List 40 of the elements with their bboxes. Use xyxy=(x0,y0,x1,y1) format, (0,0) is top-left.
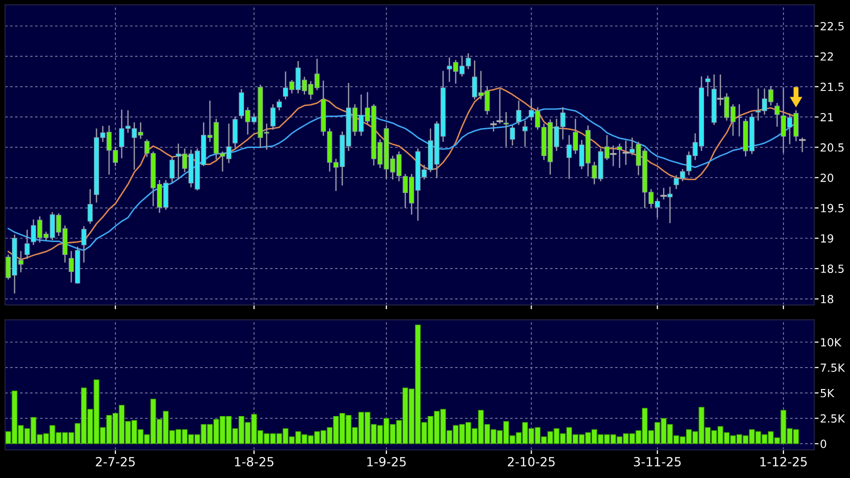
y-tick-label: 22.5 xyxy=(820,22,844,30)
y-tick-label: 0 xyxy=(820,440,826,448)
y-tick-label: 22 xyxy=(820,52,833,61)
candlestick xyxy=(276,99,282,110)
y-tick-label: 20 xyxy=(820,174,834,182)
y-tick-label: 7.5K xyxy=(820,364,846,372)
y-tick-label: 18.5 xyxy=(821,264,844,273)
x-tick-label: 1-9-25 xyxy=(367,456,406,466)
candlestick xyxy=(81,226,86,263)
candlestick xyxy=(717,74,724,106)
candlestick xyxy=(88,189,93,224)
x-tick-label: 1-8-25 xyxy=(234,456,274,466)
y-tick-label: 20.5 xyxy=(820,143,844,152)
candlestick xyxy=(516,100,522,125)
candlestick xyxy=(270,104,276,130)
candlestick xyxy=(622,140,630,165)
y-tick-label: 18 xyxy=(821,294,834,304)
candlestick xyxy=(799,138,806,152)
x-tick-label: 2-7-25 xyxy=(96,456,135,466)
y-tick-label: 10K xyxy=(821,338,842,347)
candlestick xyxy=(705,76,710,96)
candlestick xyxy=(24,230,30,259)
x-tick-label: 2-10-25 xyxy=(508,456,555,466)
candlestick xyxy=(522,120,528,147)
y-tick-label: 21 xyxy=(820,112,833,122)
x-tick-label: 3-11-25 xyxy=(634,456,681,466)
candlestick xyxy=(170,156,175,182)
candlestick xyxy=(617,144,622,168)
candlestick xyxy=(510,125,515,146)
y-tick-label: 5K xyxy=(820,389,834,398)
candlestick xyxy=(232,116,238,148)
y-tick-label: 21.5 xyxy=(820,82,844,92)
x-tick-label: 1-12-25 xyxy=(760,456,807,466)
y-tick-label: 2.5K xyxy=(820,414,846,423)
candlestick xyxy=(660,188,667,200)
y-tick-label: 19.5 xyxy=(821,204,844,212)
y-tick-label: 19 xyxy=(821,234,834,243)
candlestick xyxy=(774,103,780,127)
candlestick xyxy=(504,112,509,147)
candlestick xyxy=(667,186,673,224)
